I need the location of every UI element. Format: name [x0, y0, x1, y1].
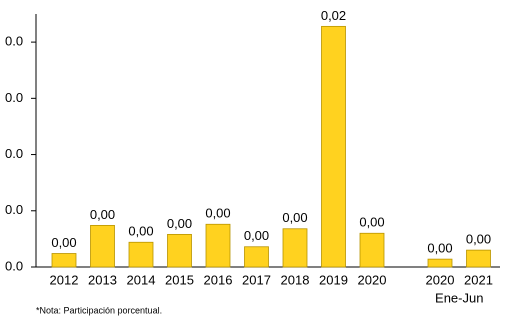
- y-tick-label: 0.0: [5, 34, 23, 49]
- x-tick-label: 2012: [50, 272, 79, 287]
- x-tick-label: 2020: [358, 272, 387, 287]
- x-tick-label: 2018: [281, 272, 310, 287]
- y-tick-label: 0.0: [5, 258, 23, 273]
- value-label: 0,00: [128, 224, 153, 239]
- y-tick-label: 0.0: [5, 202, 23, 217]
- bar: [167, 233, 192, 268]
- x-tick-label: 2016: [204, 272, 233, 287]
- bar: [90, 224, 115, 268]
- value-label: 0,00: [244, 228, 269, 243]
- x-tick-label: 2019: [319, 272, 348, 287]
- value-label: 0,00: [427, 241, 452, 256]
- value-label: 0,00: [205, 206, 230, 221]
- x-tick-label: 2013: [88, 272, 117, 287]
- group-label: Ene-Jun: [435, 290, 483, 305]
- value-label: 0,00: [51, 235, 76, 250]
- note: *Nota: Participación porcentual.: [36, 305, 162, 315]
- bar: [359, 232, 385, 268]
- value-label: 0,00: [167, 216, 192, 231]
- x-tick-label: 2017: [242, 272, 271, 287]
- bar: [321, 25, 346, 268]
- x-tick-label: 2015: [165, 272, 194, 287]
- bar: [282, 228, 308, 268]
- x-tick-label: 2020: [426, 272, 455, 287]
- y-tick-label: 0.0: [5, 90, 23, 105]
- value-label: 0,00: [359, 215, 384, 230]
- x-tick-label: 2021: [464, 272, 493, 287]
- value-label: 0,00: [466, 232, 491, 247]
- value-label: 0,00: [282, 210, 307, 225]
- y-tick-label: 0.0: [5, 146, 23, 161]
- bar: [244, 246, 269, 268]
- bar: [466, 249, 491, 268]
- bar: [51, 253, 77, 268]
- bar: [427, 258, 453, 268]
- x-tick-label: 2014: [127, 272, 156, 287]
- bar: [128, 241, 154, 268]
- value-label: 0,00: [90, 207, 115, 222]
- value-label: 0,02: [321, 8, 346, 23]
- bar: [205, 223, 231, 268]
